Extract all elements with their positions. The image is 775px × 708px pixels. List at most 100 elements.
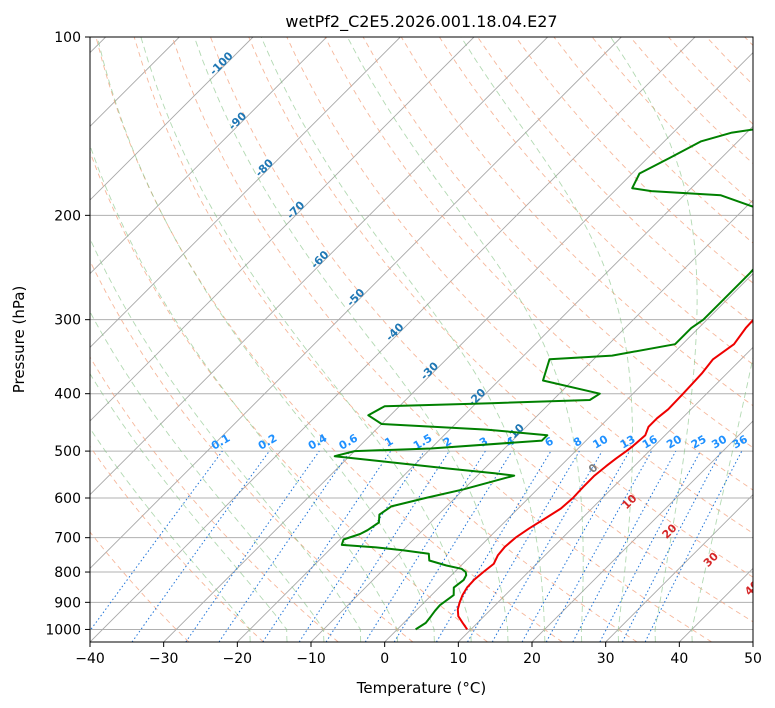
moist-adiabat-line [691,355,753,642]
moist-adiabat-line [347,37,584,642]
mixing-ratio-label: 30 [709,432,729,451]
isotherm-label: -60 [308,248,331,271]
y-axis-title: Pressure (hPa) [10,286,28,394]
isotherm-label: -50 [344,286,367,309]
mixing-ratio-line [185,450,320,642]
dry-adiabat-line [90,259,414,642]
isotherm-line [90,37,548,496]
isotherm-label: -70 [284,198,307,221]
moist-adiabat-line [90,372,288,642]
temperature-line [456,318,753,630]
isotherm-line [90,37,696,642]
plot-frame [89,36,754,643]
dry-adiabat-label: 20 [660,521,680,541]
mixing-ratio-label: 13 [618,433,638,452]
y-tick-label: 500 [54,444,81,460]
mixing-ratio-label: 0.2 [256,432,279,453]
dry-adiabat-line [248,37,753,578]
moist-adiabat-line [460,37,633,642]
isotherm-line [90,37,475,422]
mixing-ratio-line [131,450,270,642]
y-tick-label: 1000 [45,622,81,638]
mixing-ratio-line [364,450,486,642]
y-tick-label: 400 [54,387,81,403]
moist-adiabat-line [96,37,435,642]
mixing-ratio-line [572,450,677,642]
x-tick-label: −30 [149,651,179,667]
y-tick-label: 200 [54,208,81,224]
isotherm-line [90,37,622,569]
moist-adiabat-line [193,37,509,642]
moist-adiabat-line [90,427,251,642]
moist-adiabat-line [140,37,472,642]
dry-adiabat-line [90,445,264,642]
moist-adiabat-line [610,37,698,642]
dry-adiabat-line [171,37,712,642]
dry-adiabat-line [90,150,488,642]
dry-adiabat-line [706,37,753,86]
mixing-ratio-label: 0.4 [306,431,330,452]
isotherm-line [605,494,753,642]
isotherm-label: -40 [383,320,406,343]
moist-adiabat-line [90,310,325,642]
dry-adiabat-line [133,37,638,642]
dry-adiabat-line [210,37,753,623]
isotherm-label: -100 [207,49,236,78]
x-tick-label: −20 [223,651,253,667]
mixing-ratio-label: 16 [640,432,660,451]
mixing-ratio-line [644,450,743,642]
y-tick-label: 800 [54,565,81,581]
mixing-ratio-label: 20 [664,432,684,451]
isotherm-line [458,346,753,642]
mixing-ratio-line [599,450,701,642]
isotherm-line [531,420,753,642]
x-tick-label: 40 [670,651,688,667]
dry-adiabat-line [95,37,563,642]
dry-adiabat-label: 10 [619,492,639,512]
dry-adiabat-label: 30 [701,549,721,569]
y-tick-label: 600 [54,491,81,507]
dry-adiabat-line [90,531,190,642]
y-tick-label: 900 [54,595,81,611]
mixing-ratio-line [393,450,513,642]
dry-adiabat-label: 40 [742,578,762,598]
isotherm-line [384,273,753,642]
mixing-ratio-line [521,450,630,642]
x-axis-title: Temperature (°C) [356,679,486,697]
dry-adiabat-line [668,37,753,125]
dry-adiabat-line [515,37,753,284]
dewpoint-line [333,128,753,631]
dry-adiabat-line [744,37,753,47]
isotherm-line [163,52,753,642]
y-tick-label: 300 [54,313,81,329]
mixing-ratio-line [90,450,223,632]
isotherm-line [90,37,254,201]
mixing-ratio-label: 25 [689,433,709,452]
isotherm-line [310,199,753,642]
moist-adiabat-line [90,144,399,642]
mixing-ratio-label: 0.1 [209,432,232,453]
x-tick-label: −40 [75,651,105,667]
mixing-ratio-label: 8 [571,435,584,450]
isotherm-line [752,641,753,642]
mixing-ratio-line [218,450,351,642]
dry-adiabat-line [400,37,753,407]
isotherm-label: -90 [226,109,249,132]
dry-adiabat-line [286,37,753,534]
x-tick-label: 10 [449,651,467,667]
dry-adiabat-line [591,37,753,204]
x-tick-label: 50 [744,651,762,667]
mixing-ratio-label: 36 [730,432,750,451]
x-tick-label: 20 [523,651,541,667]
y-tick-label: 700 [54,531,81,547]
isotherm-label: -80 [253,156,276,179]
mixing-ratio-line [325,450,450,642]
mixing-ratio-line [262,450,392,642]
mixing-ratio-label: 10 [591,432,611,451]
background-lines [90,37,753,642]
mixing-ratio-label: 1 [382,435,395,450]
profile-lines [333,128,753,631]
mixing-ratio-line [435,450,552,642]
isotherm-line [237,125,753,642]
y-tick-label: 100 [54,30,81,46]
